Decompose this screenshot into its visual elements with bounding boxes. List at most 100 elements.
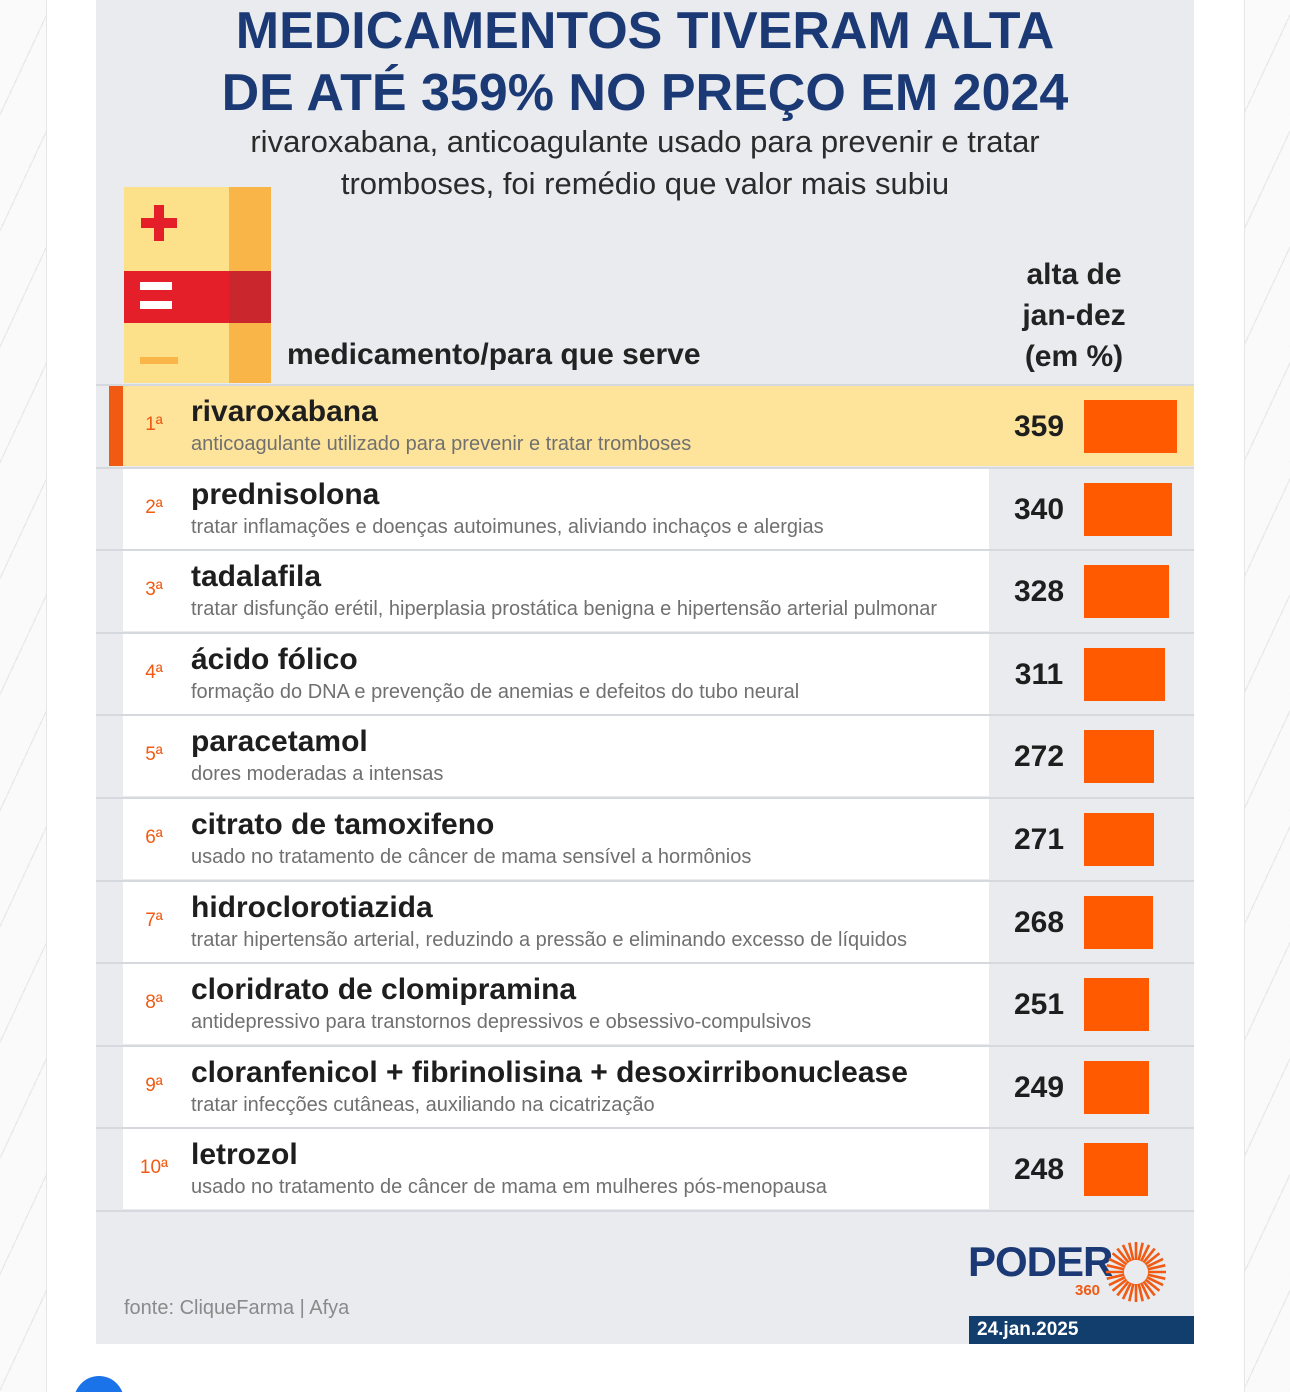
medicine-description: formação do DNA e prevenção de anemias e… (191, 680, 800, 703)
sun-ray (1144, 1278, 1161, 1292)
source-note: fonte: CliqueFarma | Afya (124, 1297, 350, 1319)
medicine-description: tratar hipertensão arterial, reduzindo a… (191, 928, 907, 951)
row-text-cell (123, 468, 989, 549)
medicine-name: paracetamol (191, 725, 368, 759)
bar (1084, 647, 1165, 701)
rank-label: 1ª (145, 414, 163, 435)
bar (1084, 400, 1177, 453)
sun-ray (1116, 1247, 1130, 1264)
medicine-description: anticoagulante utilizado para prevenir e… (191, 433, 692, 455)
table-bottom-divider (96, 1210, 1194, 1212)
value-label: 340 (1013, 492, 1065, 526)
subtitle-line-1: rivaroxabana, anticoagulante usado para … (250, 124, 1040, 159)
rank-label: 5ª (145, 744, 163, 766)
medicine-description: usado no tratamento de câncer de mama se… (191, 846, 752, 868)
title-line-2: DE ATÉ 359% NO PREÇO EM 2024 (221, 64, 1069, 122)
bar (1084, 730, 1155, 784)
poder360-logo: PODER 360 (968, 1238, 1178, 1308)
medicine-description: tratar inflamações e doenças autoimunes,… (191, 515, 824, 538)
bar (1084, 813, 1155, 866)
sun-ray (1146, 1257, 1164, 1268)
sun-ray (1121, 1244, 1132, 1262)
row-text-cell (123, 633, 989, 714)
sun-ray (1144, 1252, 1161, 1266)
column-header-medicine: medicamento/para que serve (287, 338, 701, 371)
rank-label: 7ª (145, 909, 163, 931)
subtitle-line-2: tromboses, foi remédio que valor mais su… (340, 166, 950, 201)
rank-label: 2ª (145, 496, 163, 518)
table-row: 9ª cloranfenicol + fibrinolisina + desoxi… (96, 1044, 1194, 1127)
table-row: 7ª hidroclorotiazida tratar hipertensão ar… (96, 879, 1194, 962)
value-label: 272 (1013, 740, 1065, 774)
medicine-description: dores moderadas a intensas (191, 763, 444, 786)
table-row: 6ª citrato de tamoxifeno usado no tratamen… (96, 797, 1194, 879)
sun-ray (1108, 1276, 1126, 1287)
chart-subtitle: rivaroxabana, anticoagulante usado para … (96, 121, 1194, 205)
value-label: 311 (1014, 657, 1064, 691)
table-row: 4ª ácido fólico formação do DNA e prevençã… (96, 631, 1194, 714)
value-header-line-1: alta de (1026, 258, 1122, 291)
medicine-description: antidepressivo para transtornos depressi… (191, 1011, 812, 1034)
value-label: 271 (1013, 823, 1065, 856)
bar (1084, 565, 1169, 619)
sun-ray (1140, 1282, 1151, 1300)
table-row: 1ª rivaroxabana anticoagulante utilizado p… (96, 384, 1194, 466)
bar (1084, 1143, 1149, 1197)
title-line-1: MEDICAMENTOS TIVERAM ALTA (235, 2, 1055, 60)
rank-label: 10ª (139, 1157, 169, 1179)
medicine-name: prednisolona (191, 477, 380, 511)
value-header-line-3: (em %) (1024, 340, 1124, 373)
sun-ray (1140, 1244, 1151, 1262)
medicine-name: rivaroxabana (191, 395, 378, 428)
logo-wordmark: PODER (968, 1238, 1113, 1285)
date-bar: 24.jan.2025 (969, 1316, 1194, 1344)
sun-ray (1121, 1282, 1132, 1300)
logo-number: 360 (1075, 1282, 1101, 1299)
medicine-name: citrato de tamoxifeno (191, 808, 495, 841)
medicine-name: cloridrato de clomipramina (191, 973, 577, 1007)
rank-label: 6ª (145, 827, 163, 848)
table-row: 8ª cloridrato de clomipramina antidepressi… (96, 962, 1194, 1045)
sun-ray (1128, 1283, 1135, 1302)
medicine-description: tratar disfunção erétil, hiperplasia pro… (191, 598, 937, 621)
sun-burst-icon (1106, 1242, 1166, 1302)
sun-ray (1128, 1242, 1135, 1261)
table-row: 5ª paracetamol dores moderadas a intensas 2… (96, 714, 1194, 797)
sun-ray (1142, 1247, 1156, 1264)
bar (1084, 978, 1150, 1032)
medicine-box-icon (124, 187, 271, 383)
sun-ray (1142, 1280, 1156, 1297)
value-label: 249 (1013, 1070, 1065, 1104)
value-label: 268 (1013, 905, 1065, 939)
medicine-name: hidroclorotiazida (191, 890, 433, 924)
row-text-cell (123, 551, 989, 632)
medicine-name: ácido fólico (191, 642, 358, 676)
table-row: 10ª letrozol usado no tratamento de câncer… (96, 1127, 1194, 1210)
sun-ray (1116, 1280, 1130, 1297)
value-label: 248 (1013, 1153, 1065, 1187)
sun-ray (1106, 1264, 1125, 1271)
medicine-description: tratar infecções cutâneas, auxiliando na… (191, 1093, 655, 1116)
value-label: 328 (1013, 575, 1065, 609)
row-text-cell (123, 1129, 989, 1210)
value-header-line-2: jan-dez (1022, 299, 1126, 332)
sun-ray (1147, 1273, 1166, 1280)
sun-ray (1106, 1273, 1125, 1280)
sun-ray (1108, 1257, 1126, 1268)
row-text-cell (123, 1046, 989, 1127)
infographic: MEDICAMENTOS TIVERAM ALTA DE ATÉ 359% NO… (96, 0, 1194, 1344)
sun-ray (1111, 1278, 1128, 1292)
rank-label: 4ª (145, 661, 163, 683)
floating-action-button[interactable] (74, 1376, 124, 1392)
column-header-value: alta de jan-dez (em %) (989, 254, 1159, 377)
row-text-cell (123, 964, 989, 1045)
sun-ray (1146, 1276, 1164, 1287)
bar (1084, 1060, 1149, 1114)
medicine-name: tadalafila (191, 560, 322, 594)
publication-date: 24.jan.2025 (977, 1319, 1079, 1340)
row-text-cell (123, 716, 989, 797)
bar (1084, 482, 1173, 536)
row-text-cell (123, 881, 989, 962)
highlight-accent (109, 386, 123, 466)
sun-ray (1137, 1242, 1144, 1261)
